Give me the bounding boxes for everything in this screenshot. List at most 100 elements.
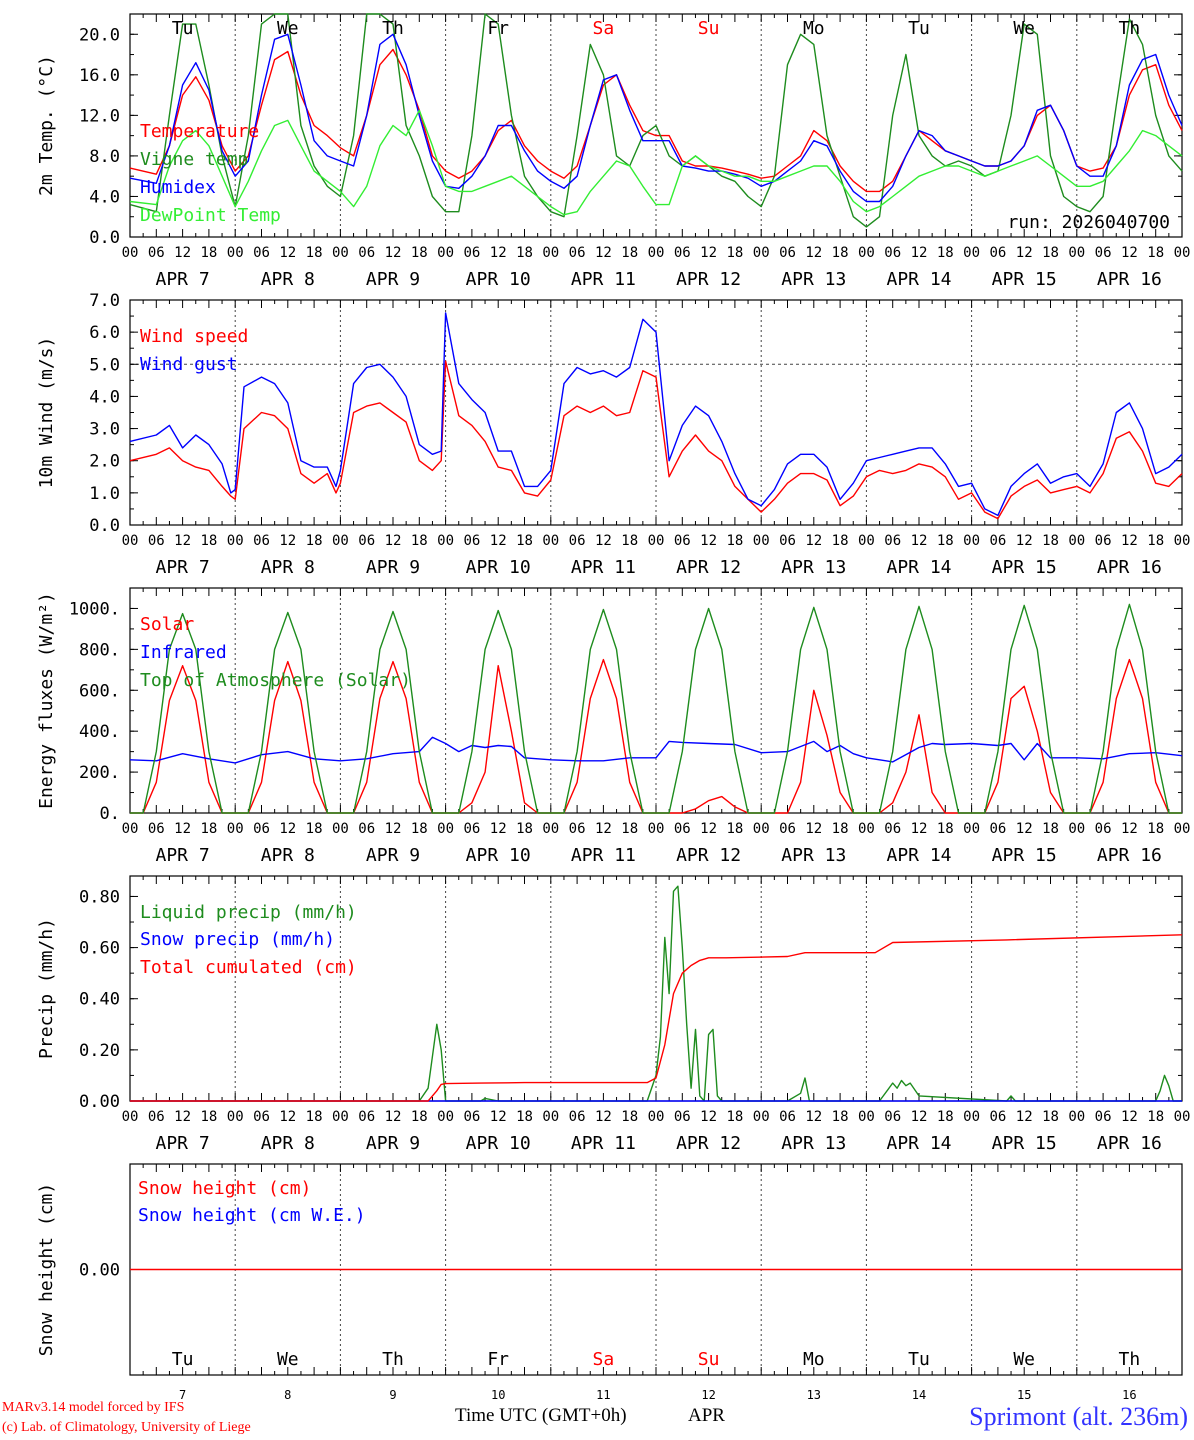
day-name-label: Th: [1119, 1349, 1141, 1370]
hour-tick-label: 18: [832, 533, 849, 549]
hour-tick-label: 12: [595, 245, 612, 261]
day-number-label: 9: [389, 1388, 396, 1402]
hour-tick-label: 06: [884, 245, 901, 261]
day-name-label: We: [277, 18, 299, 39]
hour-tick-label: 12: [805, 533, 822, 549]
hour-tick-label: 00: [648, 533, 665, 549]
hour-tick-label: 00: [437, 821, 454, 837]
hour-tick-label: 18: [726, 245, 743, 261]
hour-tick-label: 12: [1016, 533, 1033, 549]
day-name-label: Tu: [172, 1349, 194, 1370]
y-axis-label: Energy fluxes (W/m²): [36, 592, 57, 809]
y-tick-label: 800.: [79, 640, 120, 660]
date-label: APR 10: [466, 557, 531, 578]
date-label: APR 8: [261, 845, 315, 866]
hour-tick-label: 18: [937, 1109, 954, 1125]
hour-tick-label: 12: [174, 533, 191, 549]
date-label: APR 7: [156, 1133, 210, 1154]
hour-tick-label: 18: [726, 533, 743, 549]
series-line-wind-gust: [129, 312, 1183, 517]
y-tick-label: 1.0: [89, 484, 120, 504]
hour-tick-label: 12: [700, 245, 717, 261]
hour-tick-label: 00: [648, 245, 665, 261]
day-number-label: 10: [491, 1388, 505, 1402]
date-label: APR 13: [781, 269, 846, 290]
hour-tick-label: 00: [1068, 1109, 1085, 1125]
hour-tick-label: 18: [411, 1109, 428, 1125]
hour-tick-label: 00: [1174, 245, 1191, 261]
hour-tick-label: 00: [1174, 821, 1191, 837]
day-number-label: 16: [1122, 1388, 1136, 1402]
hour-tick-label: 18: [306, 821, 323, 837]
y-tick-label: 8.0: [89, 147, 120, 167]
hour-tick-label: 06: [253, 245, 270, 261]
hour-tick-label: 12: [490, 245, 507, 261]
series-line-infrared: [129, 736, 1183, 764]
day-name-label: Th: [382, 1349, 404, 1370]
hour-tick-label: 18: [516, 1109, 533, 1125]
date-label: APR 8: [261, 269, 315, 290]
hour-tick-label: 00: [542, 533, 559, 549]
date-label: APR 9: [366, 557, 420, 578]
date-label: APR 16: [1097, 845, 1162, 866]
hour-tick-label: 06: [463, 821, 480, 837]
hour-tick-label: 00: [332, 245, 349, 261]
y-tick-label: 4.0: [89, 187, 120, 207]
legend-entry: Vigne temp: [140, 149, 248, 170]
hour-tick-label: 12: [174, 821, 191, 837]
hour-tick-label: 18: [621, 1109, 638, 1125]
chart-panel-3: 0. 200. 400. 600. 800. 1000. Energy fluxes (W/…: [36, 587, 1191, 866]
date-label: APR 11: [571, 557, 636, 578]
hour-tick-label: 00: [858, 245, 875, 261]
day-name-label: Fr: [487, 18, 509, 39]
day-name-label: Fr: [487, 1349, 509, 1370]
date-label: APR 14: [886, 845, 951, 866]
date-label: APR 13: [781, 845, 846, 866]
hour-tick-label: 06: [148, 245, 165, 261]
legend-entry: DewPoint Temp: [140, 205, 281, 226]
hour-tick-label: 06: [569, 1109, 586, 1125]
hour-tick-label: 00: [437, 245, 454, 261]
day-number-label: 7: [179, 1388, 186, 1402]
hour-tick-label: 18: [306, 245, 323, 261]
day-number-label: 12: [701, 1388, 715, 1402]
day-number-label: 13: [807, 1388, 821, 1402]
hour-tick-label: 18: [200, 533, 217, 549]
hour-tick-label: 00: [858, 821, 875, 837]
hour-tick-label: 06: [253, 1109, 270, 1125]
hour-tick-label: 00: [122, 533, 139, 549]
hour-tick-label: 12: [911, 821, 928, 837]
date-label: APR 11: [571, 1133, 636, 1154]
hour-tick-label: 12: [595, 533, 612, 549]
hour-tick-label: 06: [674, 533, 691, 549]
day-name-label: Sa: [593, 18, 615, 39]
series-line-top-of-atmosphere-solar-: [130, 603, 1182, 814]
date-label: APR 11: [571, 845, 636, 866]
hour-tick-label: 06: [358, 533, 375, 549]
hour-tick-label: 00: [227, 245, 244, 261]
legend-entry: Wind gust: [140, 354, 238, 375]
hour-tick-label: 18: [1042, 821, 1059, 837]
hour-tick-label: 18: [306, 1109, 323, 1125]
day-name-label: Mo: [803, 1349, 825, 1370]
x-axis-month: APR: [688, 1405, 725, 1426]
hour-tick-label: 06: [884, 821, 901, 837]
series-line-liquid-precip-mm-h-: [130, 885, 1182, 1102]
hour-tick-label: 00: [753, 245, 770, 261]
date-label: APR 16: [1097, 1133, 1162, 1154]
hour-tick-label: 00: [1068, 245, 1085, 261]
day-number-label: 14: [912, 1388, 926, 1402]
hour-tick-label: 18: [832, 245, 849, 261]
y-tick-label: 4.0: [89, 387, 120, 407]
hour-tick-label: 18: [621, 821, 638, 837]
y-tick-label: 16.0: [79, 66, 120, 86]
date-label: APR 16: [1097, 269, 1162, 290]
hour-tick-label: 00: [1174, 533, 1191, 549]
hour-tick-label: 12: [385, 245, 402, 261]
hour-tick-label: 18: [200, 1109, 217, 1125]
chart-panel-2: 0.0 1.0 2.0 3.0 4.0 5.0 6.0 7.0 10m Wind (m/s) Wi…: [36, 291, 1190, 578]
hour-tick-label: 06: [569, 245, 586, 261]
y-axis-label: Snow height (cm): [36, 1183, 57, 1356]
hour-tick-label: 06: [674, 245, 691, 261]
